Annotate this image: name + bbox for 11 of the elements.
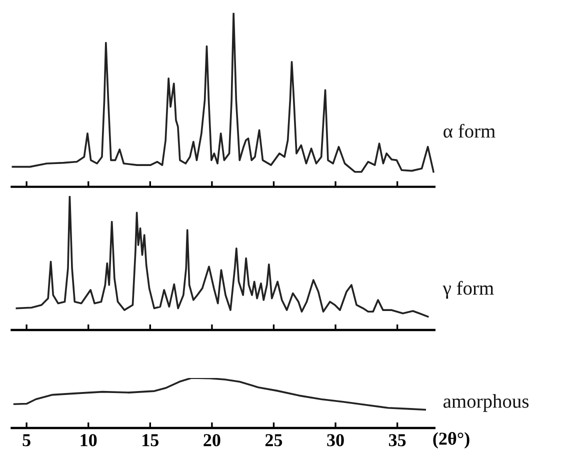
x-tick-label: 20 <box>204 434 220 446</box>
x-axis-title: (2θ°) <box>433 432 470 448</box>
x-tick-label: 15 <box>142 434 159 446</box>
x-tick-label: 30 <box>327 434 344 446</box>
x-tick-label: 35 <box>388 434 406 446</box>
series-label: γ form <box>442 280 494 299</box>
series-label: amorphous <box>444 394 529 412</box>
x-tick-label: 25 <box>265 434 282 446</box>
x-tick-label: 10 <box>80 434 97 446</box>
series-label: α form <box>444 124 496 138</box>
x-tick-label: 5 <box>22 434 30 446</box>
